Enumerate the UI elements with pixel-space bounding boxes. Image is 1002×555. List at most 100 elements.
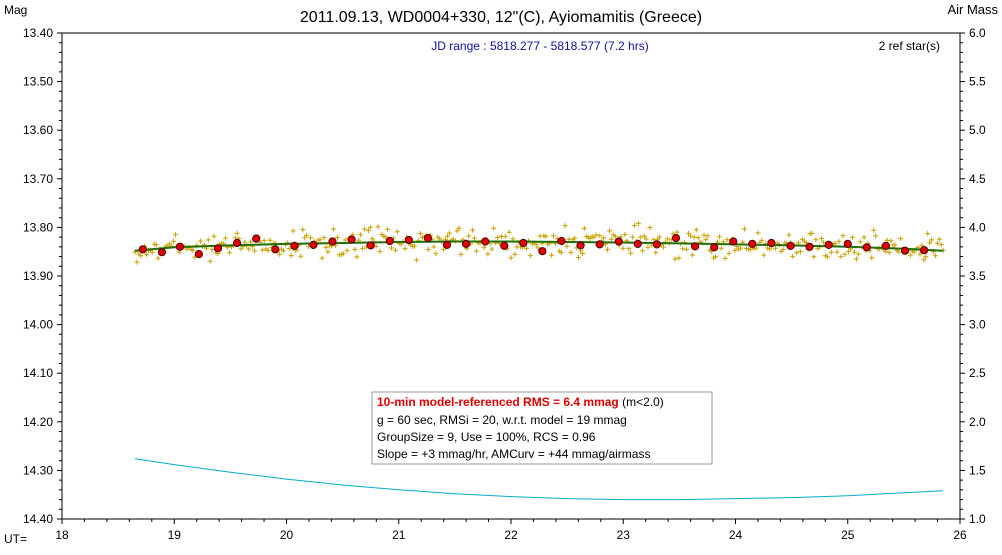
group-mean-point [729, 237, 738, 246]
raw-point [377, 248, 383, 254]
raw-point [317, 237, 323, 243]
group-mean-point [500, 241, 509, 250]
raw-point [265, 248, 271, 253]
raw-point [886, 250, 892, 255]
x-tick-label: 26 [953, 528, 967, 542]
group-mean-point [862, 243, 871, 252]
raw-point [446, 230, 452, 236]
raw-point [871, 227, 877, 233]
y-left-tick-label: 13.80 [23, 220, 53, 234]
group-mean-point [175, 242, 184, 251]
group-mean-point [748, 239, 757, 248]
raw-point [502, 233, 508, 239]
raw-point [340, 251, 346, 257]
y-right-tick-label: 2.5 [969, 366, 986, 380]
y-left-tick-label: 14.10 [23, 366, 53, 380]
raw-point [608, 236, 614, 242]
raw-point [821, 239, 827, 245]
group-mean-point [557, 236, 566, 246]
group-mean-point [881, 241, 891, 250]
raw-point [331, 226, 337, 232]
y-right-tick-label: 2.0 [969, 415, 986, 429]
raw-point [385, 226, 391, 232]
raw-point [861, 234, 867, 240]
raw-point [689, 252, 695, 258]
stats-line-1-suffix: (m<2.0) [619, 395, 664, 409]
raw-point [688, 233, 693, 239]
raw-point [138, 253, 144, 259]
raw-point [248, 239, 254, 245]
raw-point [896, 249, 902, 255]
raw-point [645, 244, 651, 250]
raw-point [417, 231, 423, 236]
raw-point [907, 252, 913, 258]
raw-point [834, 249, 840, 255]
raw-point [605, 247, 610, 253]
x-tick-label: 18 [55, 528, 69, 542]
raw-point [607, 228, 612, 234]
raw-point [205, 237, 211, 243]
raw-point [533, 242, 539, 248]
raw-point [572, 235, 578, 241]
raw-point [134, 259, 140, 265]
raw-point [433, 251, 439, 257]
raw-point [612, 233, 618, 239]
raw-point [911, 249, 917, 255]
raw-point [794, 250, 800, 256]
raw-point [643, 236, 649, 242]
raw-point [365, 228, 371, 233]
raw-point [308, 235, 313, 241]
y-right-tick-label: 4.0 [969, 220, 986, 234]
raw-point [568, 250, 574, 255]
raw-point [246, 246, 252, 252]
raw-point [761, 252, 767, 258]
raw-point [593, 232, 599, 238]
raw-point [437, 236, 443, 242]
raw-point [842, 251, 848, 257]
raw-point [304, 232, 310, 238]
raw-point [869, 255, 875, 261]
raw-point [211, 233, 217, 239]
raw-point [485, 251, 491, 257]
raw-point [626, 246, 632, 252]
raw-point [686, 230, 692, 236]
raw-point [551, 233, 556, 239]
raw-point [753, 245, 759, 251]
group-mean-point [442, 240, 452, 249]
raw-point [153, 242, 159, 248]
raw-point [466, 233, 472, 239]
raw-point [718, 245, 724, 251]
raw-point [824, 254, 830, 260]
group-mean-point [538, 247, 547, 256]
group-mean-point [652, 240, 662, 249]
group-mean-point [157, 248, 166, 257]
raw-point [722, 255, 728, 261]
raw-point [227, 250, 232, 256]
raw-point [495, 235, 501, 241]
left-axis-label: Mag [4, 3, 27, 17]
raw-point [632, 223, 637, 228]
raw-point [412, 243, 418, 249]
group-means [138, 234, 929, 259]
x-tick-label: 20 [280, 528, 294, 542]
raw-point [362, 226, 367, 232]
raw-point [934, 240, 940, 246]
raw-point [367, 224, 373, 230]
y-right-tick-label: 3.5 [969, 269, 986, 283]
group-mean-point [843, 239, 852, 248]
raw-point [653, 250, 659, 256]
raw-point [672, 256, 678, 262]
group-mean-point [633, 239, 642, 248]
raw-point [209, 247, 215, 252]
model-line [134, 240, 944, 252]
raw-point [661, 244, 666, 250]
raw-point [917, 251, 923, 257]
x-tick-label: 25 [841, 528, 855, 542]
raw-point [325, 249, 331, 255]
raw-point [803, 240, 809, 246]
raw-point [851, 249, 857, 255]
raw-point [597, 233, 603, 239]
raw-point [639, 248, 645, 254]
raw-point [319, 255, 325, 261]
raw-point [402, 246, 408, 252]
